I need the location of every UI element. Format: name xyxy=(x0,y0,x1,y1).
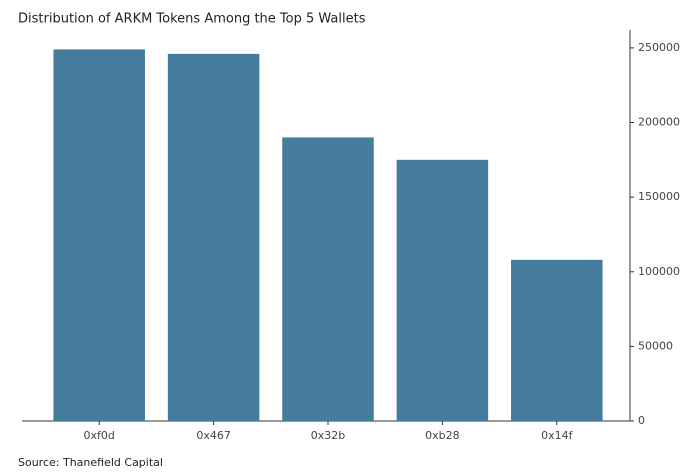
x-tick-label: 0x14f xyxy=(541,429,574,442)
chart-title: Distribution of ARKM Tokens Among the To… xyxy=(18,12,366,27)
source-note: Source: Thanefield Capital xyxy=(18,456,163,469)
y-tick-label: 150000 xyxy=(638,190,680,203)
x-tick-label: 0xb28 xyxy=(425,429,460,442)
y-tick-label: 50000 xyxy=(638,339,673,352)
x-tick-label: 0x32b xyxy=(311,429,346,442)
y-tick-label: 200000 xyxy=(638,116,680,129)
bar xyxy=(53,49,145,422)
y-tick-label: 250000 xyxy=(638,41,680,54)
x-tick-label: 0xf0d xyxy=(84,429,115,442)
x-tick-label: 0x467 xyxy=(196,429,231,442)
bar xyxy=(282,137,374,421)
y-tick-label: 100000 xyxy=(638,265,680,278)
bar xyxy=(511,259,603,421)
y-tick-label: 0 xyxy=(638,414,645,427)
bar xyxy=(396,159,489,421)
bar xyxy=(167,53,260,421)
